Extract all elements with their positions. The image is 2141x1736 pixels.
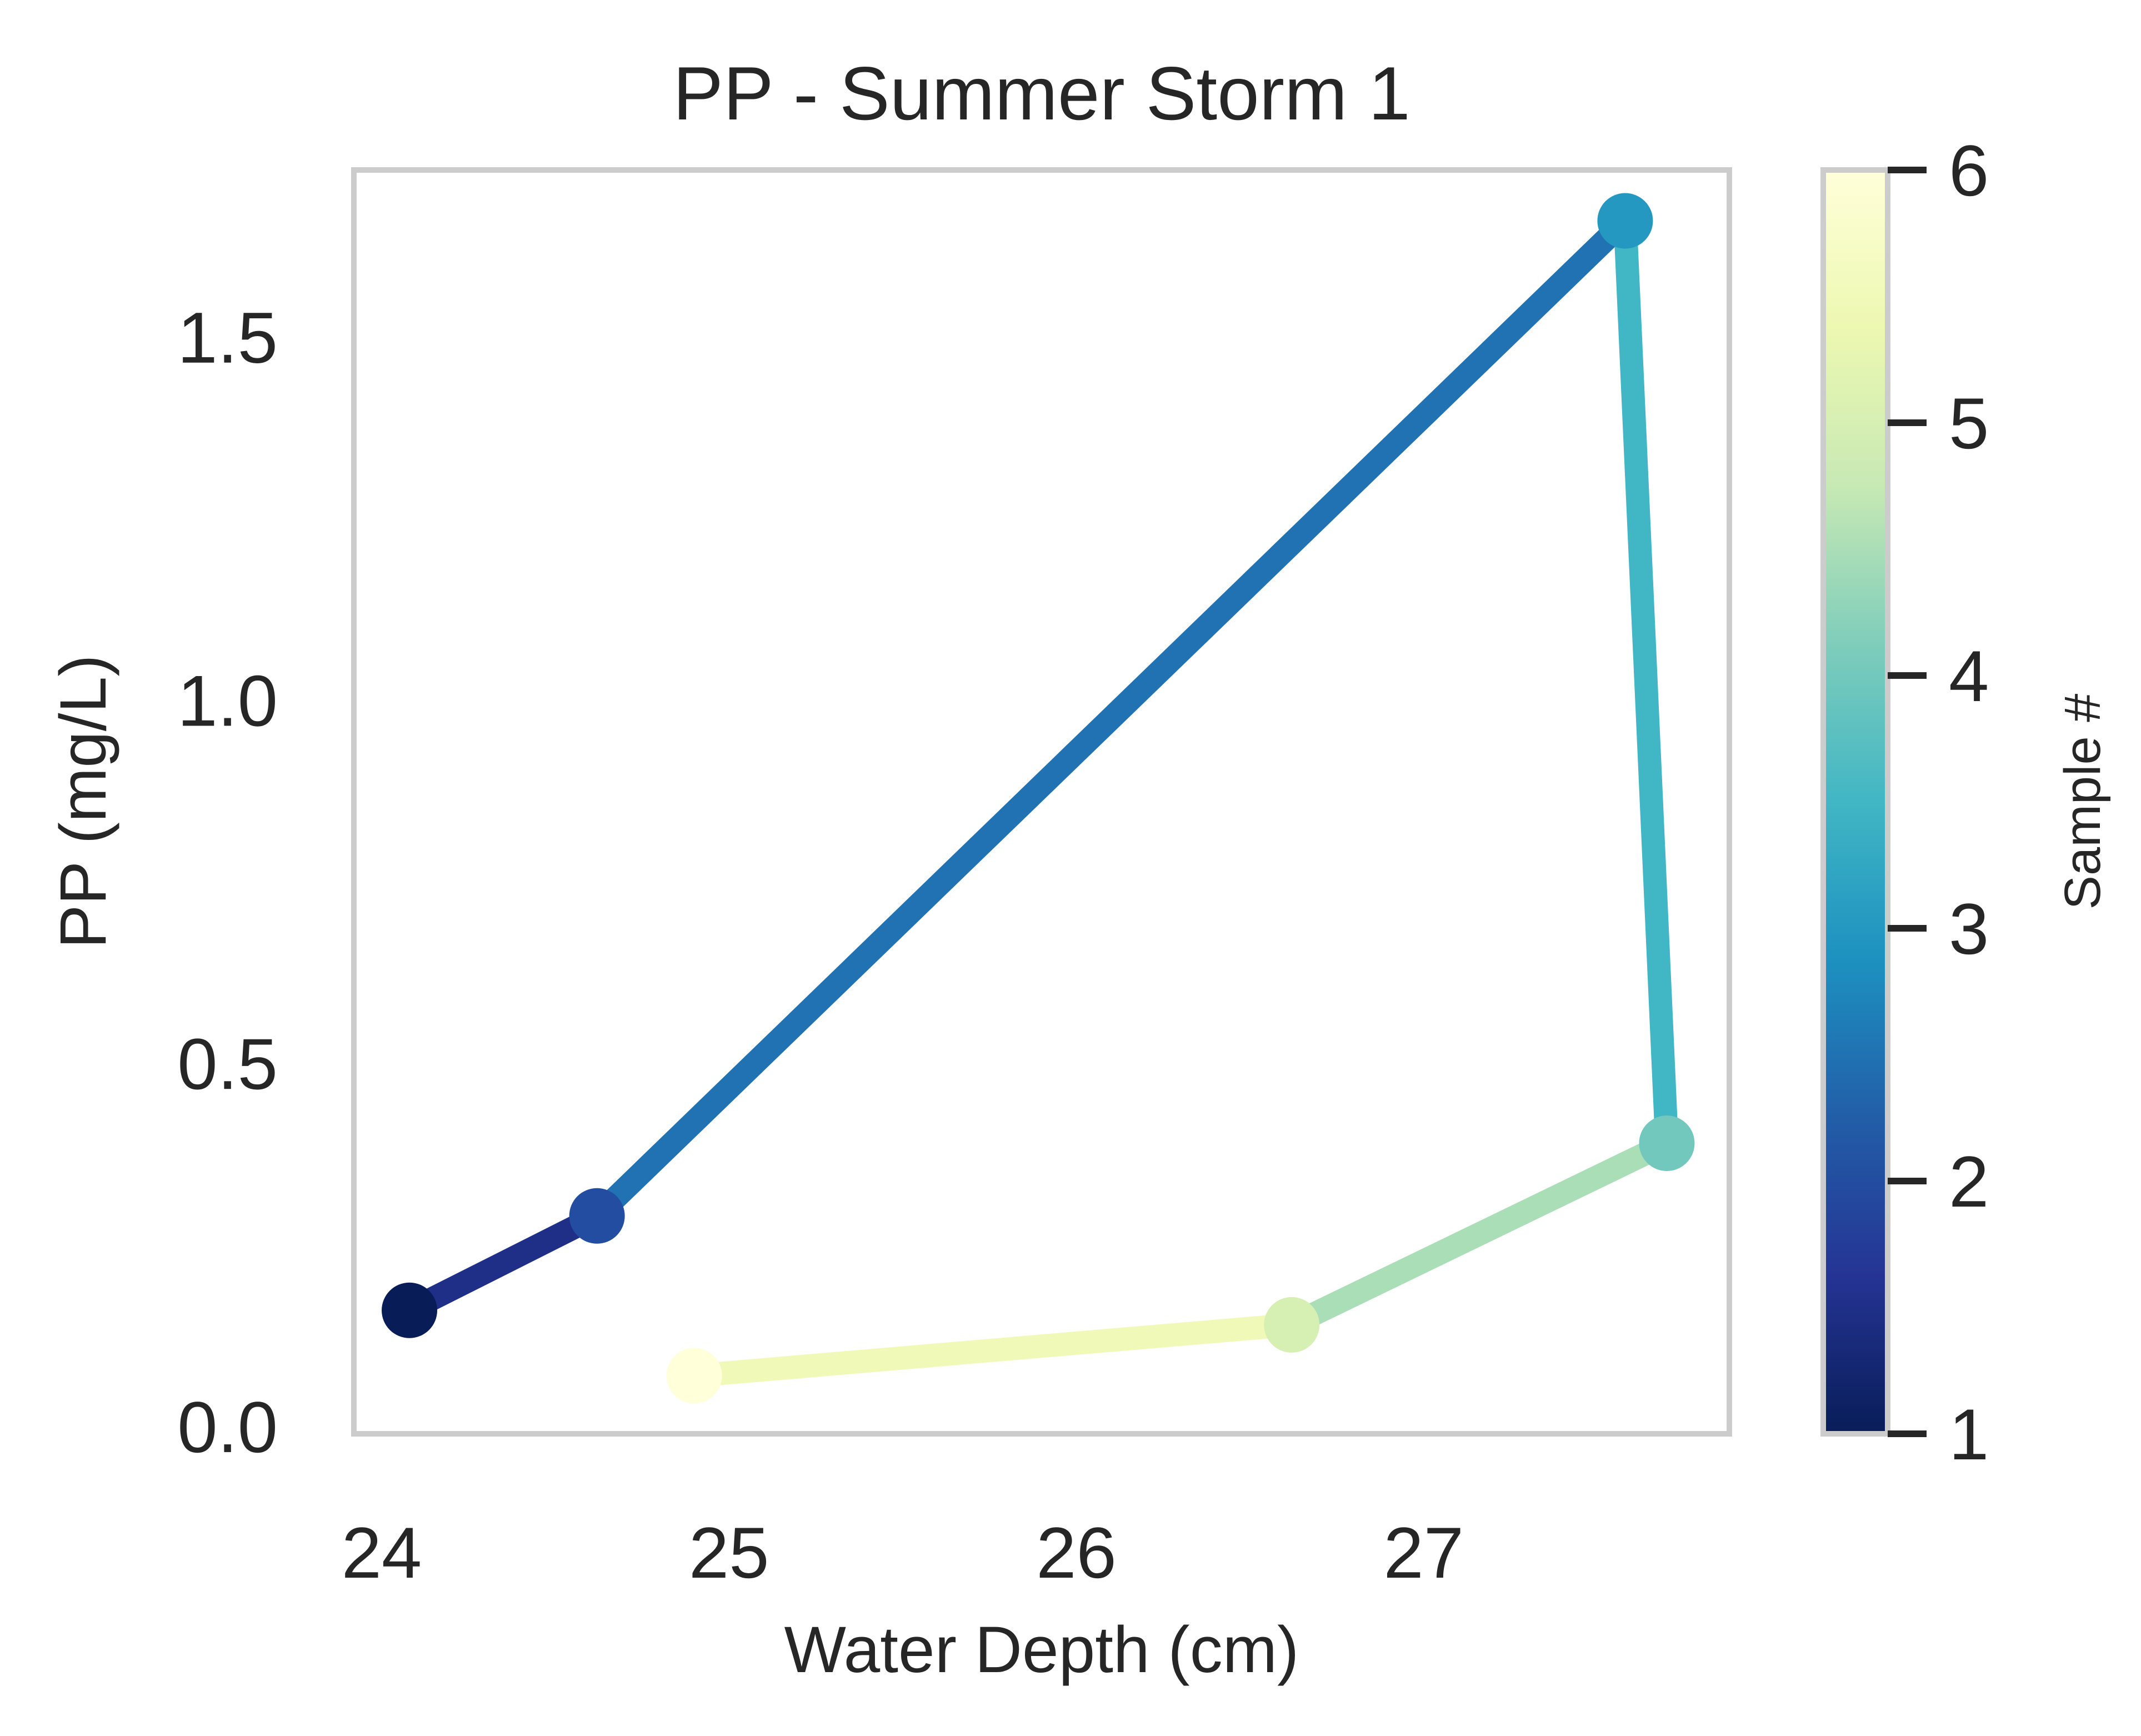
chart-title: PP - Summer Storm 1 — [673, 51, 1410, 136]
line-segment — [1613, 220, 1679, 1144]
line-segment — [1287, 1133, 1672, 1335]
series-line — [404, 212, 1679, 1388]
colorbar-label: Sample # — [2054, 694, 2111, 910]
y-tick-label: 1.0 — [177, 660, 278, 741]
data-point — [1639, 1115, 1695, 1172]
x-axis-label: Water Depth (cm) — [784, 1613, 1299, 1687]
colorbar-tick-label: 3 — [1949, 888, 1989, 969]
y-tick-label: 0.5 — [177, 1023, 278, 1104]
x-tick-label: 27 — [1383, 1512, 1464, 1593]
data-point — [382, 1282, 438, 1338]
x-tick-label: 26 — [1036, 1512, 1117, 1593]
colorbar-tick-label: 5 — [1949, 383, 1989, 464]
line-segment — [693, 1313, 1293, 1388]
x-tick-label: 25 — [689, 1512, 769, 1593]
y-tick-label: 0.0 — [177, 1387, 278, 1468]
data-point — [1597, 193, 1653, 249]
colorbar-tick-label: 4 — [1949, 636, 1989, 717]
colorbar — [1820, 167, 1890, 1437]
y-tick-label: 1.5 — [177, 297, 278, 378]
data-point — [1264, 1297, 1320, 1353]
data-point — [666, 1348, 722, 1404]
colorbar-tick-label: 2 — [1949, 1141, 1989, 1222]
x-tick-labels: 24 25 26 27 — [342, 1512, 1464, 1593]
colorbar-ticks: 1 2 3 4 5 6 — [1888, 130, 1989, 1475]
x-tick-label: 24 — [342, 1512, 422, 1593]
y-axis-label: PP (mg/L) — [47, 655, 120, 949]
colorbar-tick-label: 1 — [1949, 1394, 1989, 1475]
data-point — [569, 1188, 625, 1244]
line-segment — [404, 1205, 603, 1321]
y-tick-labels: 0.0 0.5 1.0 1.5 — [177, 297, 278, 1468]
series-points — [382, 193, 1695, 1404]
colorbar-tick-label: 6 — [1949, 130, 1989, 211]
line-segment — [589, 212, 1634, 1224]
